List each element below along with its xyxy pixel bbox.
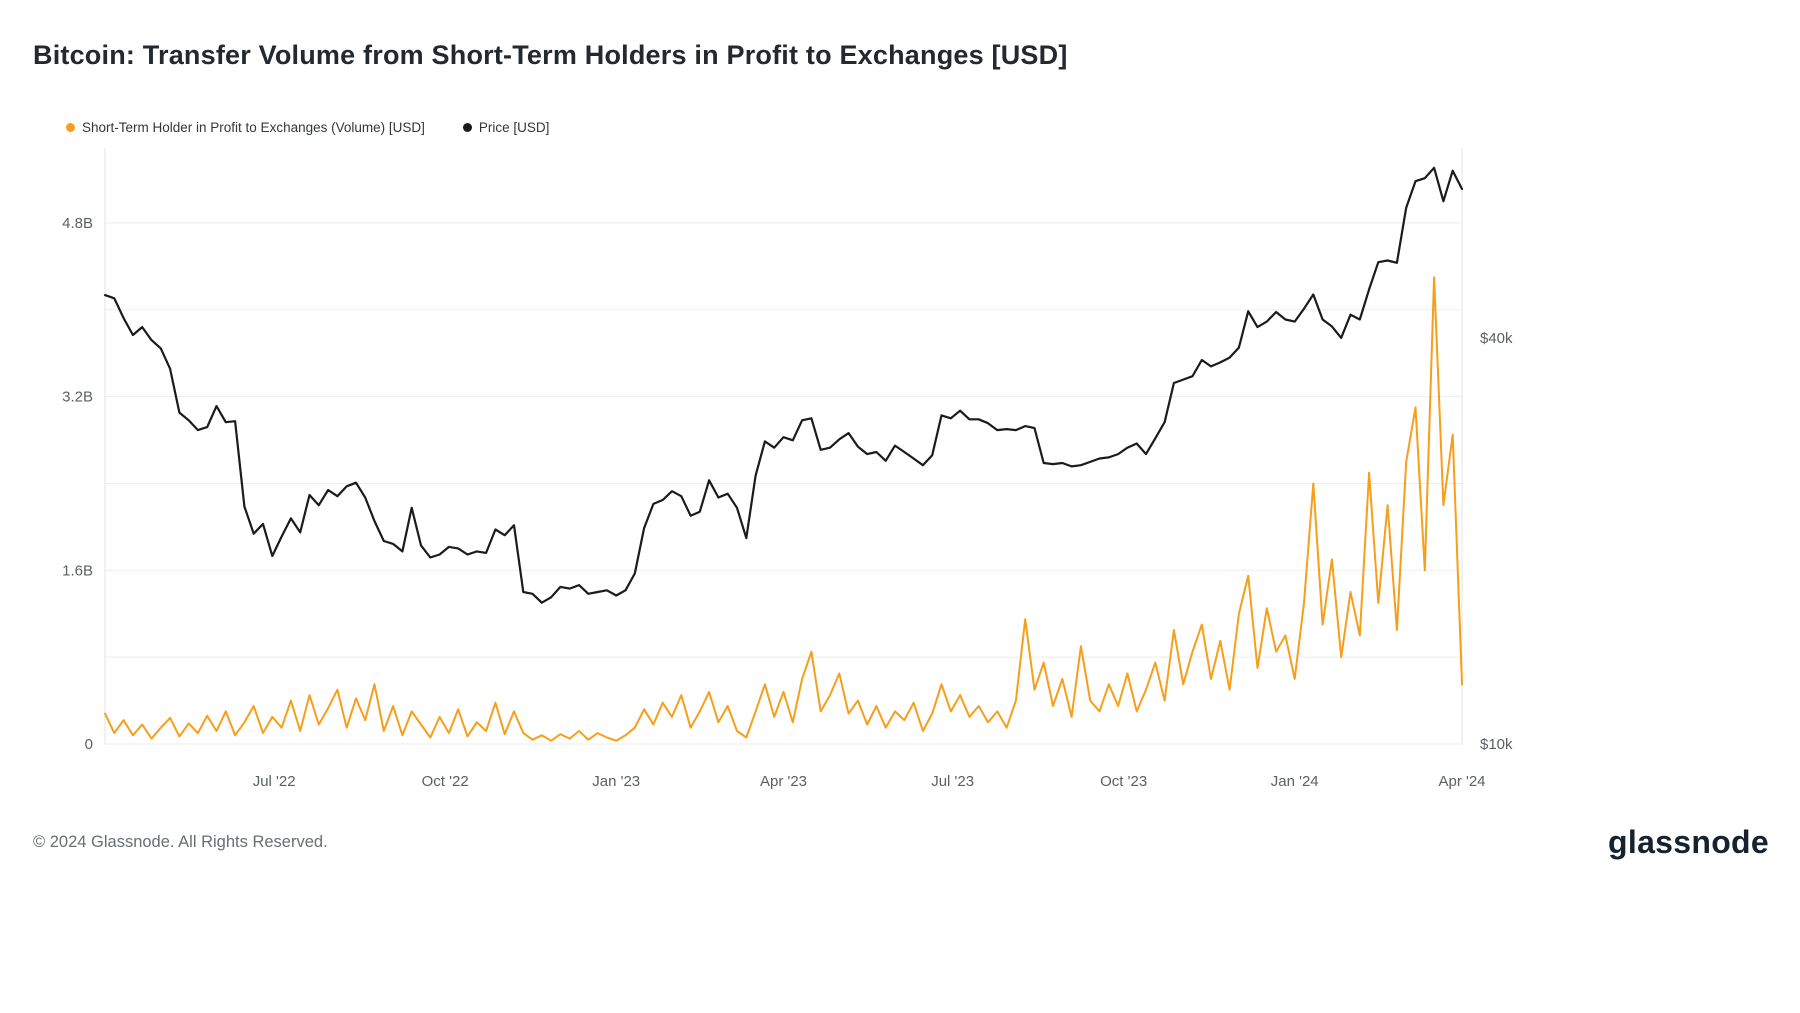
- chart-legend: Short-Term Holder in Profit to Exchanges…: [66, 120, 549, 135]
- footer-copyright: © 2024 Glassnode. All Rights Reserved.: [33, 833, 328, 851]
- x-axis-tick-label: Jan '24: [1271, 773, 1319, 790]
- legend-label-price: Price [USD]: [478, 120, 550, 135]
- left-axis-tick-label: 4.8B: [62, 215, 93, 232]
- price-series-line: [103, 166, 1464, 604]
- volume-series-dot-icon: [66, 123, 75, 132]
- left-axis-tick-label: 0: [85, 736, 93, 753]
- right-axis-tick-label: $10k: [1480, 736, 1513, 753]
- x-axis-tick-label: Apr '23: [760, 773, 807, 790]
- volume-series-line: [104, 276, 1463, 742]
- gridlines: [105, 222, 1462, 745]
- price-series-dot-icon: [462, 123, 472, 132]
- page-title: Bitcoin: Transfer Volume from Short-Term…: [33, 40, 1068, 70]
- left-axis-tick-label: 1.6B: [62, 562, 93, 579]
- glassnode-logo: glassnode: [1608, 824, 1769, 860]
- x-axis-tick-label: Jan '23: [592, 773, 640, 790]
- x-axis-tick-label: Jul '23: [931, 773, 974, 790]
- left-axis-tick-label: 3.2B: [62, 389, 93, 406]
- x-axis-tick-label: Jul '22: [253, 773, 296, 790]
- x-axis-tick-label: Oct '23: [1100, 773, 1147, 790]
- legend-label-volume: Short-Term Holder in Profit to Exchanges…: [82, 120, 425, 135]
- right-axis-tick-label: $40k: [1480, 330, 1513, 347]
- legend-item-volume[interactable]: Short-Term Holder in Profit to Exchanges…: [66, 120, 425, 135]
- x-axis-tick-label: Oct '22: [422, 773, 469, 790]
- legend-item-price[interactable]: Price [USD]: [462, 120, 550, 135]
- x-axis-tick-label: Apr '24: [1438, 773, 1485, 790]
